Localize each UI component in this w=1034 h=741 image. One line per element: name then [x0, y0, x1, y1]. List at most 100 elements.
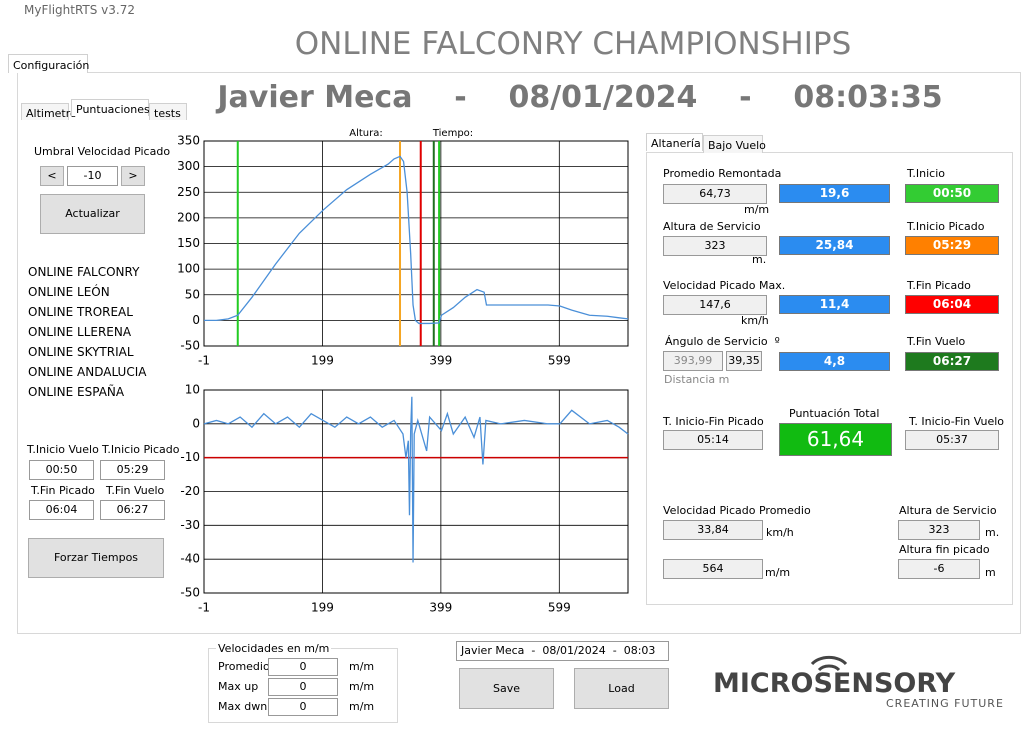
label: Promedio Remontada — [663, 167, 782, 180]
label: T.Fin Picado — [31, 484, 95, 497]
config-panel — [17, 72, 1021, 634]
unit: m/m — [744, 203, 770, 216]
label: Umbral Velocidad Picado — [34, 145, 171, 158]
button[interactable]: < — [40, 166, 64, 186]
tab[interactable]: Altanería — [646, 133, 703, 151]
label: Altura de Servicio — [663, 220, 761, 233]
label: T.Fin Vuelo — [907, 335, 966, 348]
label: Puntuación Total — [789, 407, 880, 420]
label: T.Fin Picado — [907, 279, 971, 292]
label: T.Fin Vuelo — [106, 484, 165, 497]
score: 4,8 — [779, 352, 890, 371]
textbox[interactable]: 33,84 — [663, 520, 763, 540]
button[interactable]: Load — [574, 668, 669, 709]
tab[interactable]: Configuración — [8, 54, 89, 73]
y-tick-label: -50 — [180, 586, 200, 600]
label: Promedio — [218, 660, 270, 673]
unit: km/h — [766, 526, 794, 539]
label: Max up — [218, 680, 259, 693]
textbox[interactable]: 393,99 — [663, 351, 723, 371]
button[interactable]: Actualizar — [40, 194, 145, 234]
textbox[interactable]: 06:04 — [29, 500, 94, 520]
unit: m/m — [349, 700, 375, 713]
y-tick-label: 10 — [185, 383, 200, 397]
textbox[interactable]: 0 — [268, 698, 338, 716]
time: 05:29 — [905, 236, 999, 255]
time: 06:04 — [905, 295, 999, 314]
annotation: Tiempo: — [432, 128, 473, 139]
textbox[interactable]: 0 — [268, 678, 338, 696]
data-line — [203, 396, 629, 563]
y-tick-label: -20 — [180, 484, 200, 498]
textbox[interactable]: 64,73 — [663, 184, 767, 204]
button[interactable]: Save — [459, 668, 554, 709]
textbox[interactable]: 323 — [663, 236, 767, 256]
time: 00:50 — [905, 184, 999, 203]
label: Altura fin picado — [899, 543, 990, 556]
competition[interactable]: ONLINE TROREAL — [28, 305, 133, 319]
tab[interactable]: Puntuaciones — [71, 99, 150, 116]
label: Velocidad Picado Promedio — [663, 504, 811, 517]
textbox[interactable]: 147,6 — [663, 295, 767, 315]
label: T. Inicio-Fin Vuelo — [909, 415, 1005, 428]
y-tick-label: 350 — [177, 134, 200, 148]
annotation: Altura: — [349, 128, 383, 139]
tab[interactable]: Bajo Vuelo — [703, 135, 766, 153]
competition[interactable]: ONLINE ANDALUCIA — [28, 365, 147, 379]
unit: km/h — [741, 314, 769, 327]
label: T.Inicio Vuelo — [27, 443, 99, 456]
logo-tagline: CREATING FUTURE — [886, 697, 1004, 710]
competition[interactable]: ONLINE FALCONRY — [28, 265, 140, 279]
y-tick-label: 100 — [177, 262, 200, 276]
score: 25,84 — [779, 236, 890, 255]
textbox[interactable]: 564 — [663, 559, 763, 579]
x-tick-label: 199 — [311, 601, 334, 615]
page-title: ONLINE FALCONRY CHAMPIONSHIPS — [294, 26, 852, 62]
label: T.Inicio — [907, 167, 946, 180]
competition[interactable]: ONLINE LEÓN — [28, 285, 110, 299]
session-header: Javier Meca - 08/01/2024 - 08:03:35 — [217, 80, 943, 115]
textbox[interactable]: 05:37 — [905, 430, 999, 450]
label: T. Inicio-Fin Picado — [663, 415, 764, 428]
unit: m/m — [765, 566, 791, 579]
textbox[interactable]: 06:27 — [100, 500, 165, 520]
textbox[interactable]: 323 — [898, 520, 980, 540]
y-tick-label: -40 — [180, 552, 200, 566]
group-title: Velocidades en m/m — [216, 642, 332, 655]
textbox[interactable]: -6 — [898, 559, 980, 579]
y-tick-label: 50 — [185, 287, 200, 301]
x-tick-label: 399 — [429, 354, 452, 368]
textbox[interactable]: 0 — [268, 658, 338, 676]
textbox[interactable]: -10 — [67, 166, 118, 186]
competition[interactable]: ONLINE LLERENA — [28, 325, 132, 339]
competition[interactable]: ONLINE SKYTRIAL — [28, 345, 134, 359]
textbox[interactable]: 05:14 — [663, 430, 763, 450]
x-tick-label: -1 — [198, 354, 210, 368]
label: Ángulo de Servicio º — [665, 335, 780, 348]
unit: m/m — [349, 680, 375, 693]
y-tick-label: -10 — [180, 450, 200, 464]
unit: m. — [985, 526, 1000, 539]
logo: MICROSENSORY — [713, 668, 956, 699]
button[interactable]: Forzar Tiempos — [28, 538, 164, 578]
tab[interactable]: tests — [149, 103, 187, 120]
x-tick-label: 599 — [548, 601, 571, 615]
textbox[interactable]: 39,35 — [726, 351, 762, 371]
textbox[interactable]: 05:29 — [100, 460, 165, 480]
score-panel — [646, 152, 1013, 605]
textbox[interactable]: 00:50 — [29, 460, 94, 480]
time: 06:27 — [905, 352, 999, 371]
competition[interactable]: ONLINE ESPAÑA — [28, 385, 125, 399]
app-title: MyFlightRTS v3.72 — [24, 3, 135, 17]
label: Velocidad Picado Max. — [663, 279, 786, 292]
button[interactable]: > — [121, 166, 145, 186]
label: Max dwn — [218, 700, 268, 713]
logo-signal — [810, 655, 848, 672]
y-tick-label: 250 — [177, 185, 200, 199]
total-score: 61,64 — [779, 423, 892, 456]
y-tick-label: 0 — [192, 416, 200, 430]
dropdown[interactable]: Javier Meca - 08/01/2024 - 08:03 — [456, 641, 669, 661]
tab[interactable]: Altimetro — [21, 103, 77, 120]
y-tick-label: 0 — [192, 313, 200, 327]
